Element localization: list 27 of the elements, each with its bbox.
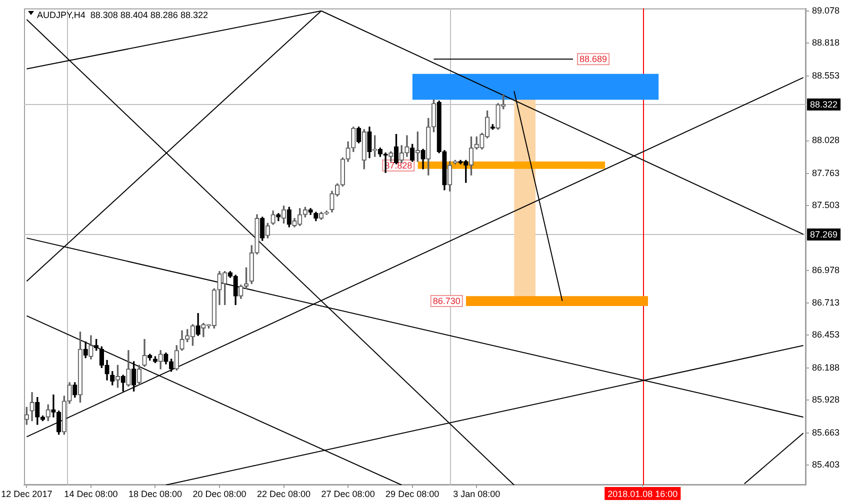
chart-title: AUDJPY,H4 88.308 88.404 88.286 88.322 — [37, 10, 208, 20]
x-tick-label: 2018.01.08 16:00 — [608, 488, 678, 499]
x-tick-label: 29 Dec 08:00 — [386, 488, 440, 499]
y-tick-label: 85.663 — [812, 427, 840, 438]
data-label: 88.689 — [580, 54, 608, 64]
x-tick-label: 22 Dec 08:00 — [257, 488, 311, 499]
annotation: 86.730 — [432, 296, 460, 306]
y-tick-label: 89.078 — [812, 6, 840, 16]
y-tick-label: 85.403 — [812, 459, 840, 470]
y-tick-label: 86.188 — [812, 362, 840, 372]
y-tick-label: 86.713 — [812, 298, 840, 308]
y-tick-label: 88.818 — [812, 38, 840, 48]
y-tick-label: 86.978 — [812, 264, 840, 275]
x-tick-label: 18 Dec 08:00 — [128, 488, 182, 499]
x-tick-label: 14 Dec 08:00 — [64, 488, 118, 499]
x-tick-label: 12 Dec 2017 — [1, 488, 52, 499]
y-tick-label: 85.928 — [812, 394, 840, 405]
y-tick-label: 86.453 — [812, 330, 840, 340]
ref-line-label: 87.269 — [810, 229, 838, 240]
x-tick-label: 3 Jan 08:00 — [453, 488, 500, 499]
y-tick-label: 87.763 — [812, 168, 840, 178]
ref-line-label: 88.322 — [810, 99, 838, 110]
x-tick-label: 20 Dec 08:00 — [192, 488, 246, 499]
y-tick-label: 88.028 — [812, 135, 840, 146]
y-tick-label: 88.553 — [812, 70, 840, 80]
x-tick-label: 27 Dec 08:00 — [321, 488, 375, 499]
y-tick-label: 87.503 — [812, 200, 840, 210]
